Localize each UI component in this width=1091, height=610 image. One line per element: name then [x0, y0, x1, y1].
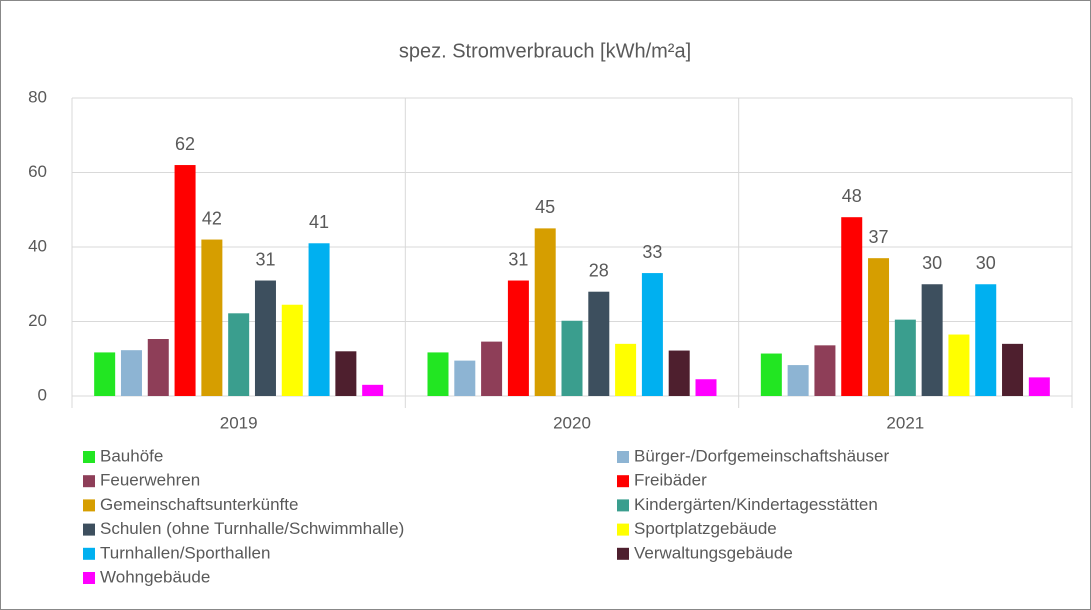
bar	[481, 341, 503, 396]
legend-label: Verwaltungsgebäude	[634, 543, 793, 562]
bar	[1002, 343, 1024, 396]
bar	[94, 352, 116, 396]
bar	[228, 313, 250, 396]
bar	[335, 351, 357, 396]
bar	[641, 273, 663, 396]
bar	[760, 353, 782, 396]
bar	[1028, 377, 1050, 396]
bar	[308, 243, 330, 396]
bar	[534, 228, 556, 396]
legend-swatch	[83, 499, 95, 512]
legend-swatch	[617, 451, 629, 463]
data-label: 31	[255, 249, 275, 269]
data-label: 28	[589, 260, 609, 280]
chart-title: spez. Stromverbrauch [kWh/m²a]	[399, 40, 691, 62]
bar	[868, 258, 890, 396]
bar	[921, 284, 943, 396]
legend-label: Schulen (ohne Turnhalle/Schwimmhalle)	[100, 519, 404, 538]
y-tick-label: 60	[28, 162, 47, 181]
bar	[668, 350, 690, 396]
data-label: 31	[508, 249, 528, 269]
legend-label: Sportplatzgebäude	[634, 519, 777, 538]
bar	[615, 343, 637, 396]
legend-swatch	[83, 475, 95, 488]
legend-swatch	[83, 547, 95, 560]
legend-swatch	[617, 499, 629, 512]
bar	[201, 239, 223, 396]
x-tick-label: 2021	[886, 413, 924, 432]
bar	[814, 345, 836, 396]
y-tick-label: 20	[28, 311, 47, 330]
x-tick-label: 2019	[220, 413, 258, 432]
bar	[254, 280, 276, 396]
data-label: 30	[922, 253, 942, 273]
data-label: 45	[535, 197, 555, 217]
legend-label: Gemeinschaftsunterkünfte	[100, 495, 298, 514]
bar	[147, 339, 169, 396]
legend-label: Bürger-/Dorfgemeinschaftshäuser	[634, 446, 889, 465]
bar	[695, 379, 717, 396]
bar	[841, 217, 863, 396]
legend-label: Bauhöfe	[100, 446, 163, 465]
bar	[174, 165, 196, 396]
data-label: 62	[175, 134, 195, 154]
data-label: 48	[842, 186, 862, 206]
bar	[454, 360, 476, 396]
x-tick-label: 2020	[553, 413, 591, 432]
legend-swatch	[617, 547, 629, 560]
data-label: 30	[976, 253, 996, 273]
bar	[281, 304, 303, 396]
bar	[561, 320, 583, 396]
bar	[948, 334, 970, 396]
legend-label: Feuerwehren	[100, 471, 200, 490]
y-tick-label: 80	[28, 87, 47, 106]
data-label: 33	[642, 242, 662, 262]
legend-swatch	[83, 572, 95, 584]
legend-swatch	[83, 451, 95, 463]
bar	[507, 280, 529, 396]
y-tick-label: 0	[38, 385, 47, 404]
bar	[362, 384, 384, 396]
legend-label: Kindergärten/Kindertagesstätten	[634, 495, 878, 514]
legend-label: Wohngebäude	[100, 567, 210, 586]
bar	[588, 291, 610, 396]
legend-swatch	[617, 523, 629, 536]
data-label: 41	[309, 212, 329, 232]
bar	[787, 365, 809, 396]
y-tick-label: 40	[28, 236, 47, 255]
data-label: 42	[202, 208, 222, 228]
bar	[427, 352, 449, 396]
bar	[120, 350, 142, 396]
bar	[975, 284, 997, 396]
legend-label: Turnhallen/Sporthallen	[100, 543, 270, 562]
legend-swatch	[617, 475, 629, 488]
data-label: 37	[869, 227, 889, 247]
legend-swatch	[83, 523, 95, 536]
bar	[894, 319, 916, 396]
legend-label: Freibäder	[634, 471, 707, 490]
